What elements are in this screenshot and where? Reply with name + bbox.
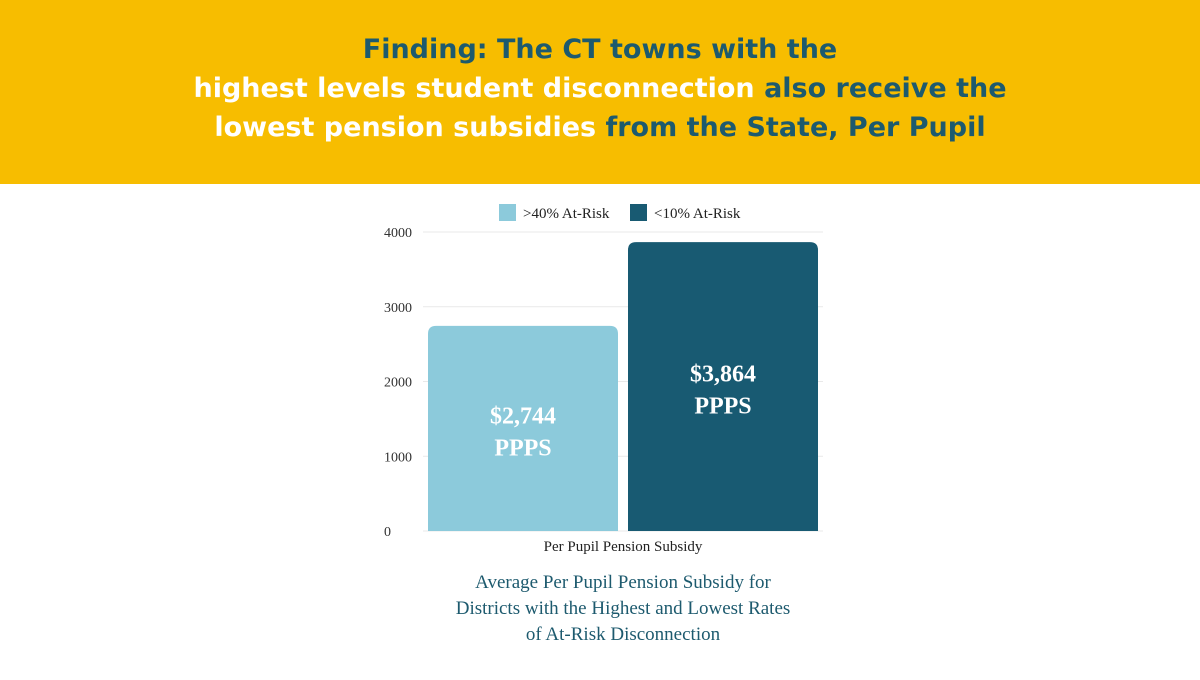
bar-high-risk: [428, 325, 618, 531]
legend-swatch: [630, 204, 647, 221]
caption-line-2: Districts with the Highest and Lowest Ra…: [455, 598, 791, 619]
headline-line-1: Finding: The CT towns with the: [362, 34, 838, 65]
bar-value-label: $2,744: [490, 403, 556, 429]
header-banner: Finding: The CT towns with the highest l…: [0, 0, 1200, 184]
bar-unit-label: PPPS: [694, 394, 751, 420]
caption-line-1: Average Per Pupil Pension Subsidy for: [475, 572, 771, 593]
headline-highlight-2: lowest pension subsidies: [214, 112, 597, 143]
y-tick-label: 2000: [384, 376, 412, 391]
chart-caption: Average Per Pupil Pension Subsidy for Di…: [300, 570, 946, 648]
headline: Finding: The CT towns with the highest l…: [0, 30, 1200, 147]
bar-value-label: $3,864: [690, 362, 756, 388]
headline-line-2-rest: also receive the: [764, 73, 1007, 104]
x-axis-label: Per Pupil Pension Subsidy: [544, 539, 703, 555]
headline-line-3-rest: from the State, Per Pupil: [605, 112, 986, 143]
legend-label: <10% At-Risk: [654, 206, 741, 222]
bar-chart: 0 1000 2000 3000 4000 $2,744 PPPS $3,864 PPPS >40…: [384, 204, 823, 555]
bar-unit-label: PPPS: [494, 435, 551, 461]
legend-swatch: [499, 204, 516, 221]
y-tick-label: 3000: [384, 301, 412, 316]
caption-line-3: of At-Risk Disconnection: [525, 624, 721, 645]
bar-low-risk: [628, 242, 818, 531]
y-tick-label: 1000: [384, 450, 412, 465]
y-tick-label: 4000: [384, 226, 412, 241]
chart-area: 0 1000 2000 3000 4000 $2,744 PPPS $3,864 PPPS >40…: [0, 184, 1200, 675]
legend-label: >40% At-Risk: [523, 206, 610, 222]
y-tick-label: 0: [384, 525, 391, 540]
headline-highlight-1: highest levels student disconnection: [193, 73, 755, 104]
